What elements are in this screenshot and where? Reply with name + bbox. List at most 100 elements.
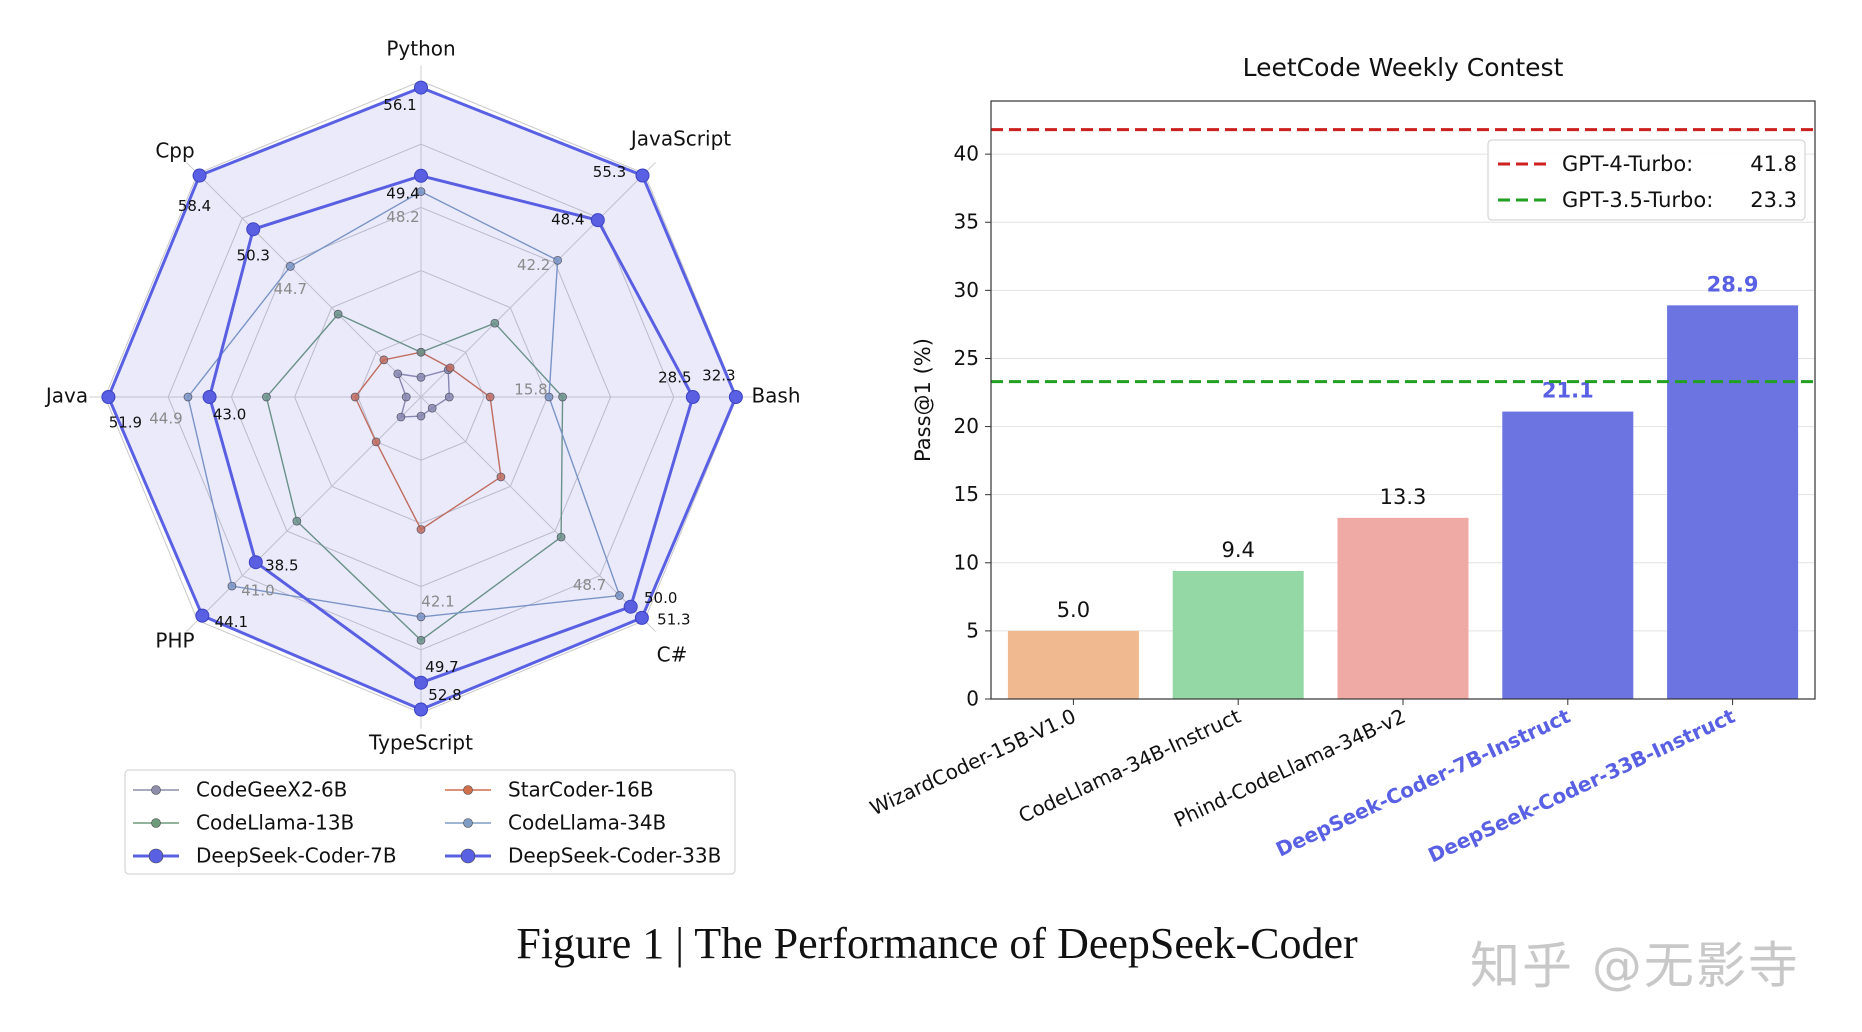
radar-point <box>544 392 554 402</box>
radar-point <box>558 392 567 402</box>
radar-value-label: 44.9 <box>149 410 182 428</box>
radar-point <box>416 347 426 357</box>
radar-point <box>445 363 455 373</box>
radar-legend-item: CodeLlama-34B <box>445 811 666 835</box>
radar-point <box>416 372 426 382</box>
radar-legend-label: CodeLlama-34B <box>508 811 666 835</box>
x-tick-label: DeepSeek-Coder-33B-Instruct <box>1424 704 1739 868</box>
radar-point <box>416 635 426 645</box>
radar-point <box>728 390 743 404</box>
radar-legend-item: DeepSeek-Coder-7B <box>133 844 397 868</box>
plot-frame <box>990 100 1816 700</box>
radar-spoke <box>420 162 656 398</box>
radar-point <box>490 318 500 328</box>
radar-point <box>101 390 116 404</box>
radar-point <box>496 472 506 482</box>
radar-point <box>192 168 207 183</box>
radar-value-label: 51.3 <box>657 610 690 628</box>
radar-value-label: 28.5 <box>658 369 691 387</box>
bar-legend: GPT-4-Turbo: 41.8 GPT-3.5-Turbo: 23.3 <box>1487 139 1806 221</box>
radar-value-label: 32.3 <box>702 367 735 385</box>
radar-value-label: 58.4 <box>178 197 211 215</box>
radar-point <box>623 599 638 614</box>
bar-phind-codellama-34b-v2 <box>1337 517 1469 699</box>
radar-axis-label: PHP <box>155 629 194 653</box>
radar-value-label: 42.1 <box>421 592 454 610</box>
radar-point <box>262 392 271 402</box>
radar-point <box>635 168 650 183</box>
bar-codellama-34b-instruct <box>1172 570 1304 699</box>
radar-legend-item: StarCoder-16B <box>445 778 654 802</box>
y-tick-label: 20 <box>954 414 979 438</box>
radar-point <box>556 532 566 542</box>
radar-point <box>350 392 360 402</box>
x-tick-label: DeepSeek-Coder-7B-Instruct <box>1272 704 1574 862</box>
bar-value-label: 13.3 <box>1380 485 1427 509</box>
radar-point <box>416 525 426 534</box>
radar-value-label: 50.0 <box>644 589 677 607</box>
bar-legend-box <box>1487 139 1806 221</box>
radar-point <box>416 612 426 622</box>
radar-point <box>248 555 263 570</box>
bar-deepseek-coder-7b-instruct <box>1502 411 1634 699</box>
bar-deepseek-coder-33b-instruct <box>1667 305 1799 699</box>
bar-value-label: 5.0 <box>1057 598 1090 622</box>
legend-point-marker <box>151 785 161 795</box>
legend-point-marker <box>460 848 476 864</box>
radar-point <box>202 390 217 404</box>
radar-point <box>183 392 193 402</box>
chart-title: LeetCode Weekly Contest <box>1243 53 1564 82</box>
legend-point-marker <box>148 848 164 864</box>
y-tick-label: 35 <box>954 210 979 234</box>
y-tick-label: 25 <box>954 346 979 370</box>
radar-value-label: 38.5 <box>265 557 298 575</box>
radar-legend-label: DeepSeek-Coder-7B <box>196 844 397 868</box>
bar-legend-item: GPT-4-Turbo: 41.8 <box>1498 152 1797 176</box>
radar-axis-label: TypeScript <box>368 731 473 755</box>
bar-legend-label: GPT-4-Turbo: <box>1562 152 1693 176</box>
radar-point <box>416 187 426 196</box>
radar-legend-box <box>124 769 736 875</box>
radar-chart: Python JavaScript Bash C# TypeScript PHP Java C… <box>44 37 801 875</box>
radar-axis-label: Bash <box>751 384 800 408</box>
radar-value-label: 56.1 <box>383 96 416 114</box>
radar-point <box>685 390 700 404</box>
legend-point-marker <box>463 818 473 828</box>
radar-legend-label: CodeLlama-13B <box>196 811 354 835</box>
radar-point <box>634 610 649 625</box>
radar-value-label: 50.3 <box>237 247 270 265</box>
radar-value-label: 15.8 <box>514 381 547 399</box>
radar-value-label: 44.7 <box>274 280 307 298</box>
radar-legend-item: CodeLlama-13B <box>133 811 354 835</box>
y-tick-label: 0 <box>966 687 979 711</box>
y-tick-label: 40 <box>954 142 979 166</box>
radar-value-label: 55.3 <box>593 163 626 181</box>
radar-axis-label: JavaScript <box>629 127 731 151</box>
radar-point <box>246 222 261 237</box>
radar-point <box>292 516 302 526</box>
radar-value-label: 44.1 <box>215 613 248 631</box>
y-tick-label: 5 <box>966 618 979 642</box>
radar-value-label: 48.2 <box>386 208 419 226</box>
radar-legend-label: StarCoder-16B <box>508 778 654 802</box>
radar-point <box>371 437 381 447</box>
y-tick-label: 30 <box>954 278 979 302</box>
radar-point <box>427 403 437 413</box>
radar-point <box>414 80 428 95</box>
radar-legend-item: CodeGeeX2-6B <box>133 778 347 802</box>
radar-axis-label: C# <box>657 643 688 667</box>
radar-point <box>401 392 411 402</box>
radar-point <box>393 369 403 379</box>
radar-point <box>195 608 210 623</box>
y-tick-label: 15 <box>954 482 979 506</box>
bar-legend-label: GPT-3.5-Turbo: <box>1562 188 1713 212</box>
watermark: 知乎 @无影寺 <box>1470 937 1800 995</box>
radar-point <box>553 255 563 265</box>
radar-value-label: 42.2 <box>517 256 550 274</box>
radar-value-label: 48.4 <box>551 211 584 229</box>
radar-point <box>414 168 428 183</box>
radar-legend-label: CodeGeeX2-6B <box>196 778 347 802</box>
radar-axis-label: Python <box>386 37 455 61</box>
bar-chart: 05101520253035405.0WizardCoder-15B-V1.09… <box>866 53 1816 868</box>
